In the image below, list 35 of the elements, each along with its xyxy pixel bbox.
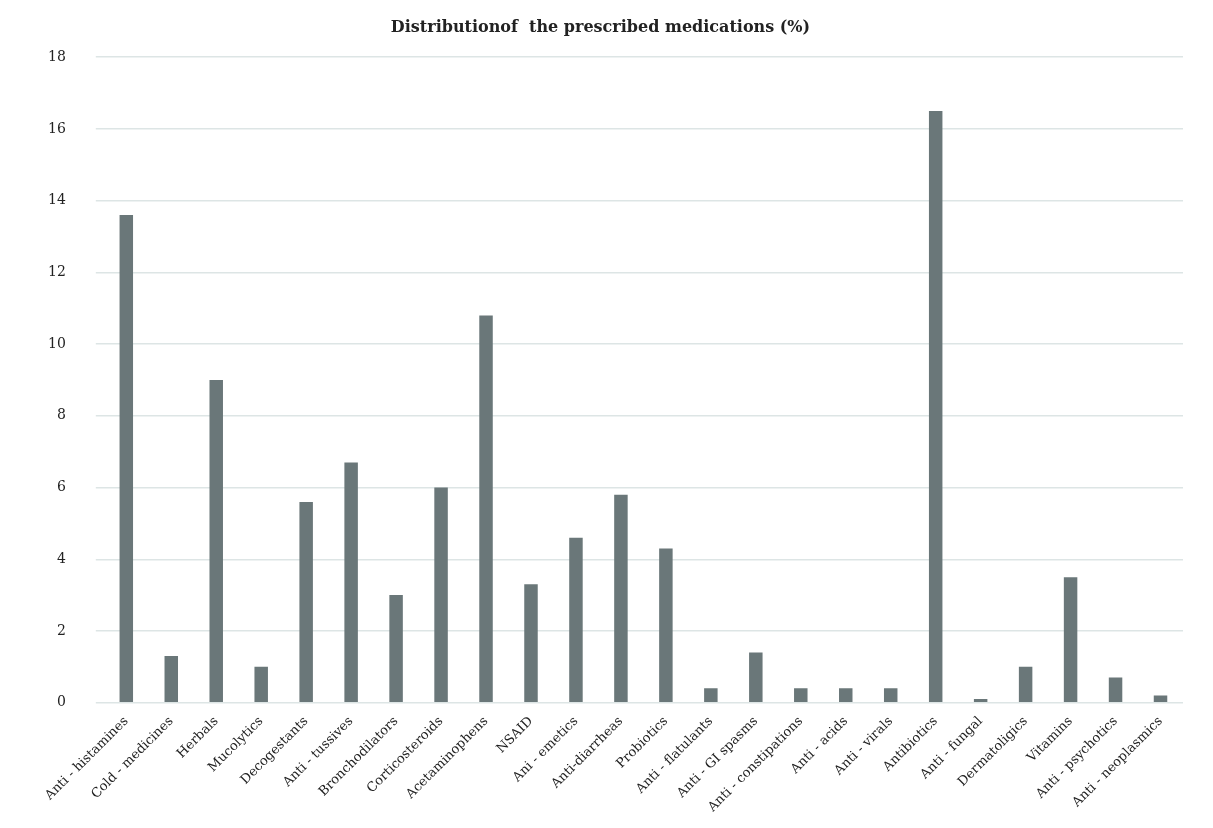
bar	[389, 595, 403, 702]
y-tick-label: 16	[47, 119, 66, 136]
bar	[928, 110, 943, 702]
bar	[479, 315, 493, 702]
bar	[209, 379, 223, 702]
bar	[1153, 695, 1168, 702]
bar	[344, 462, 358, 702]
bar	[839, 688, 853, 702]
y-tick-label: 18	[47, 47, 66, 64]
bar	[569, 537, 583, 702]
y-tick-label: 0	[56, 693, 66, 710]
y-tick-label: 14	[47, 191, 66, 208]
bar	[434, 487, 448, 702]
bar	[164, 656, 179, 702]
y-tick-label: 12	[47, 263, 66, 280]
y-tick-label: 4	[56, 549, 66, 566]
chart-title: Distributionof the prescribed medications (%)	[390, 16, 811, 36]
bar	[659, 548, 673, 702]
bar	[614, 494, 628, 702]
bar	[883, 688, 898, 702]
bar	[1018, 666, 1033, 702]
bar	[704, 688, 718, 702]
bar	[119, 214, 134, 702]
bar	[1108, 677, 1123, 702]
y-tick-label: 8	[56, 406, 66, 423]
bar	[1063, 577, 1078, 702]
bar	[973, 699, 988, 702]
y-tick-label: 10	[47, 334, 66, 351]
y-tick-label: 2	[56, 621, 66, 638]
y-tick-label: 6	[56, 478, 66, 495]
bar	[794, 688, 808, 702]
bar	[524, 584, 538, 702]
bar	[749, 652, 763, 702]
bar	[299, 501, 313, 702]
bar	[254, 666, 268, 702]
